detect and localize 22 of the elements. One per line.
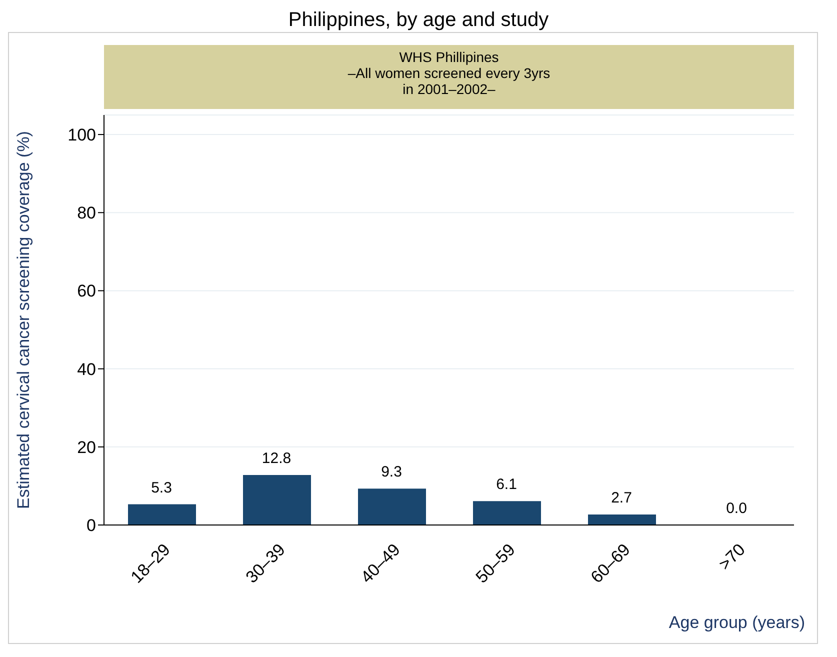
y-tick-label: 100 [68, 126, 96, 145]
bar [473, 501, 541, 525]
data-label: 2.7 [611, 489, 632, 506]
data-label: 12.8 [262, 450, 292, 468]
y-tick-label: 60 [77, 282, 96, 301]
chart-title: Philippines, by age and study [287, 8, 550, 32]
bar [243, 475, 311, 525]
bar [128, 504, 196, 525]
y-axis-title: Estimated cervical cancer screening coverage (%) [14, 131, 34, 509]
data-label: 6.1 [496, 476, 517, 494]
data-label: 0.0 [726, 500, 747, 517]
bar [588, 514, 656, 525]
chart-subtitle: WHS Phillipines –All women screened every 3yrs in 2001–2002– [346, 49, 552, 97]
y-tick-label: 20 [77, 438, 96, 457]
y-tick-label: 0 [86, 516, 96, 536]
bar [358, 488, 426, 525]
y-tick-label: 40 [77, 360, 96, 379]
x-tick-label: >70 [715, 540, 749, 574]
y-tick-label: 80 [77, 204, 96, 223]
x-axis-title: Age group (years) [668, 613, 805, 633]
data-label: 5.3 [151, 479, 172, 496]
data-label: 9.3 [381, 464, 402, 481]
